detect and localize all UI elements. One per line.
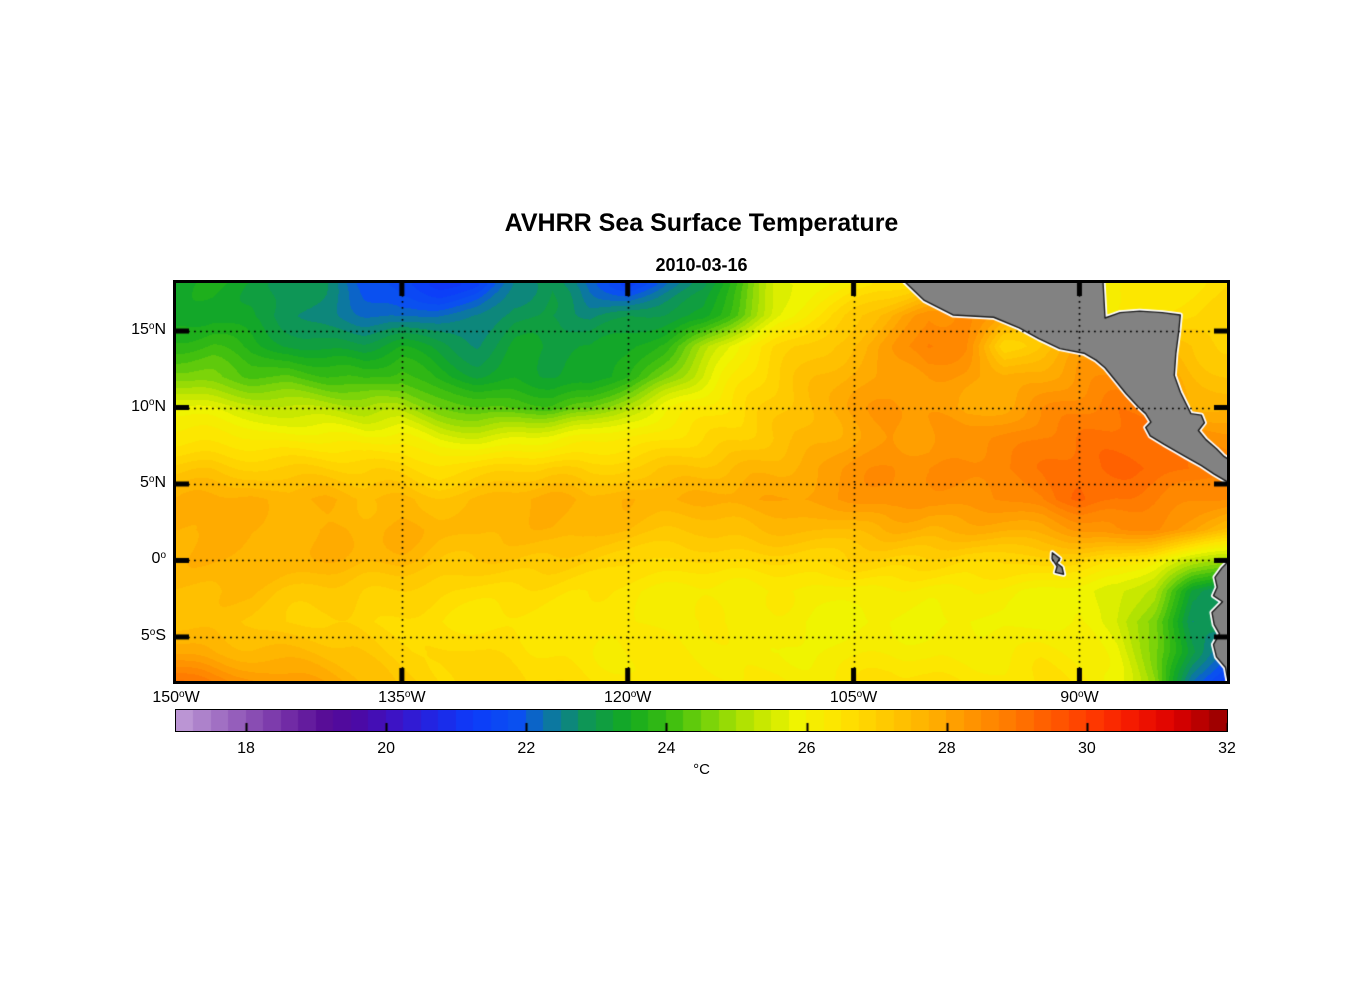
colorbar [175,709,1228,732]
colorbar-tick-label: 28 [937,740,956,757]
colorbar-tick-label: 22 [517,740,536,757]
lon-tick-label: 90oW [1060,688,1099,706]
colorbar-tick-label: 26 [797,740,816,757]
colorbar-tick-label: 20 [377,740,396,757]
figure-date-subtitle: 2010-03-16 [655,255,748,275]
sst-heatmap-canvas [176,283,1227,681]
colorbar-tick-label: 18 [237,740,255,757]
colorbar-unit-label: °C [693,761,710,778]
lat-tick-label: 15oN [131,320,166,339]
lon-tick-label: 150oW [152,688,200,706]
colorbar-tick-label: 30 [1077,740,1096,757]
lon-tick-label: 135oW [378,688,426,706]
lat-tick-label: 5oS [140,626,166,644]
lat-tick-label: 5oN [139,473,166,491]
map-axes [173,280,1230,684]
lon-tick-label: 120oW [604,688,652,706]
lat-tick-label: 0o [151,550,166,568]
colorbar-tick-label: 24 [657,740,676,757]
lat-tick-label: 10oN [131,397,166,415]
figure-title: AVHRR Sea Surface Temperature [504,209,899,237]
colorbar-canvas [176,710,1227,731]
lon-tick-label: 105oW [829,688,878,706]
colorbar-tick-label: 32 [1218,740,1236,757]
